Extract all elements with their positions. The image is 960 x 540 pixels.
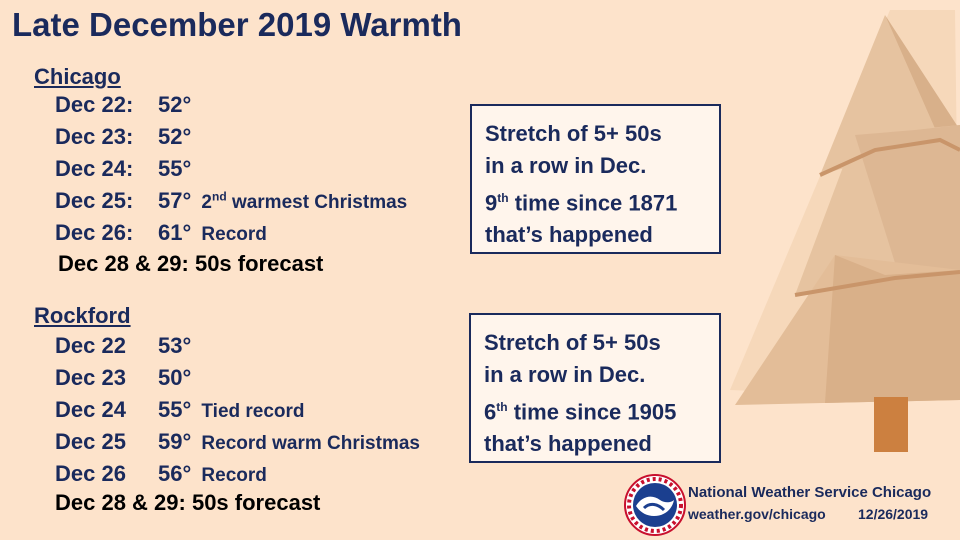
- chicago-row-dec26: Dec 26: 61° Record: [55, 220, 267, 250]
- chicago-heading: Chicago: [34, 64, 121, 90]
- rockford-stretch-box: Stretch of 5+ 50s in a row in Dec. 6th t…: [469, 313, 721, 463]
- row-date: Dec 26:: [55, 220, 158, 246]
- row-temp: 56°: [158, 461, 191, 487]
- chicago-row-dec22: Dec 22: 52°: [55, 92, 191, 122]
- box-line: Stretch of 5+ 50s: [484, 327, 711, 359]
- box-rank: 9: [485, 190, 497, 215]
- box-ordinal: th: [496, 400, 507, 414]
- chicago-row-dec24: Dec 24: 55°: [55, 156, 191, 186]
- rockford-row-dec24: Dec 24 55° Tied record: [55, 397, 305, 427]
- rockford-row-dec23: Dec 23 50°: [55, 365, 191, 395]
- row-note: Record: [201, 224, 266, 245]
- rockford-forecast: Dec 28 & 29: 50s forecast: [55, 490, 320, 520]
- row-date: Dec 25:: [55, 188, 158, 214]
- row-date: Dec 22:: [55, 92, 158, 118]
- row-temp: 50°: [158, 365, 191, 391]
- rockford-row-dec22: Dec 22 53°: [55, 333, 191, 363]
- box-line: 9th time since 1871: [485, 182, 711, 219]
- row-date: Dec 25: [55, 429, 158, 455]
- rockford-row-dec26: Dec 26 56° Record: [55, 461, 267, 491]
- chicago-forecast: Dec 28 & 29: 50s forecast: [58, 251, 323, 281]
- row-note: Record warm Christmas: [201, 433, 420, 454]
- row-temp: 53°: [158, 333, 191, 359]
- nws-website-link[interactable]: weather.gov/chicago: [688, 506, 826, 522]
- row-date: Dec 24: [55, 397, 158, 423]
- note-text: warmest Christmas: [232, 192, 407, 213]
- row-date: Dec 26: [55, 461, 158, 487]
- row-note: Record: [201, 465, 266, 486]
- chicago-row-dec25: Dec 25: 57° 2nd warmest Christmas: [55, 188, 407, 218]
- box-line: that’s happened: [484, 428, 711, 460]
- box-ordinal: th: [497, 191, 508, 205]
- note-ordinal: nd: [212, 190, 227, 204]
- row-temp: 57°: [158, 188, 191, 214]
- box-line: in a row in Dec.: [484, 359, 711, 391]
- page-title: Late December 2019 Warmth: [12, 6, 462, 44]
- box-rank: 6: [484, 399, 496, 424]
- nws-logo-icon: [624, 474, 686, 536]
- box-line: in a row in Dec.: [485, 150, 711, 182]
- issue-date: 12/26/2019: [858, 506, 928, 522]
- row-temp: 52°: [158, 124, 191, 150]
- box-line: Stretch of 5+ 50s: [485, 118, 711, 150]
- nws-office-name: National Weather Service Chicago: [688, 484, 931, 501]
- row-temp: 52°: [158, 92, 191, 118]
- row-temp: 55°: [158, 397, 191, 423]
- box-line: 6th time since 1905: [484, 391, 711, 428]
- box-line: that’s happened: [485, 219, 711, 251]
- chicago-row-dec23: Dec 23: 52°: [55, 124, 191, 154]
- box-since: time since 1905: [508, 399, 677, 424]
- row-date: Dec 24:: [55, 156, 158, 182]
- row-date: Dec 23: [55, 365, 158, 391]
- note-rank: 2: [201, 192, 212, 213]
- chicago-stretch-box: Stretch of 5+ 50s in a row in Dec. 9th t…: [470, 104, 721, 254]
- row-temp: 55°: [158, 156, 191, 182]
- row-temp: 59°: [158, 429, 191, 455]
- rockford-row-dec25: Dec 25 59° Record warm Christmas: [55, 429, 420, 459]
- row-date: Dec 23:: [55, 124, 158, 150]
- row-note: Tied record: [201, 401, 304, 422]
- rockford-heading: Rockford: [34, 303, 131, 329]
- row-date: Dec 22: [55, 333, 158, 359]
- box-since: time since 1871: [509, 190, 678, 215]
- christmas-tree-icon: [725, 10, 960, 460]
- row-note: 2nd warmest Christmas: [201, 192, 407, 213]
- row-temp: 61°: [158, 220, 191, 246]
